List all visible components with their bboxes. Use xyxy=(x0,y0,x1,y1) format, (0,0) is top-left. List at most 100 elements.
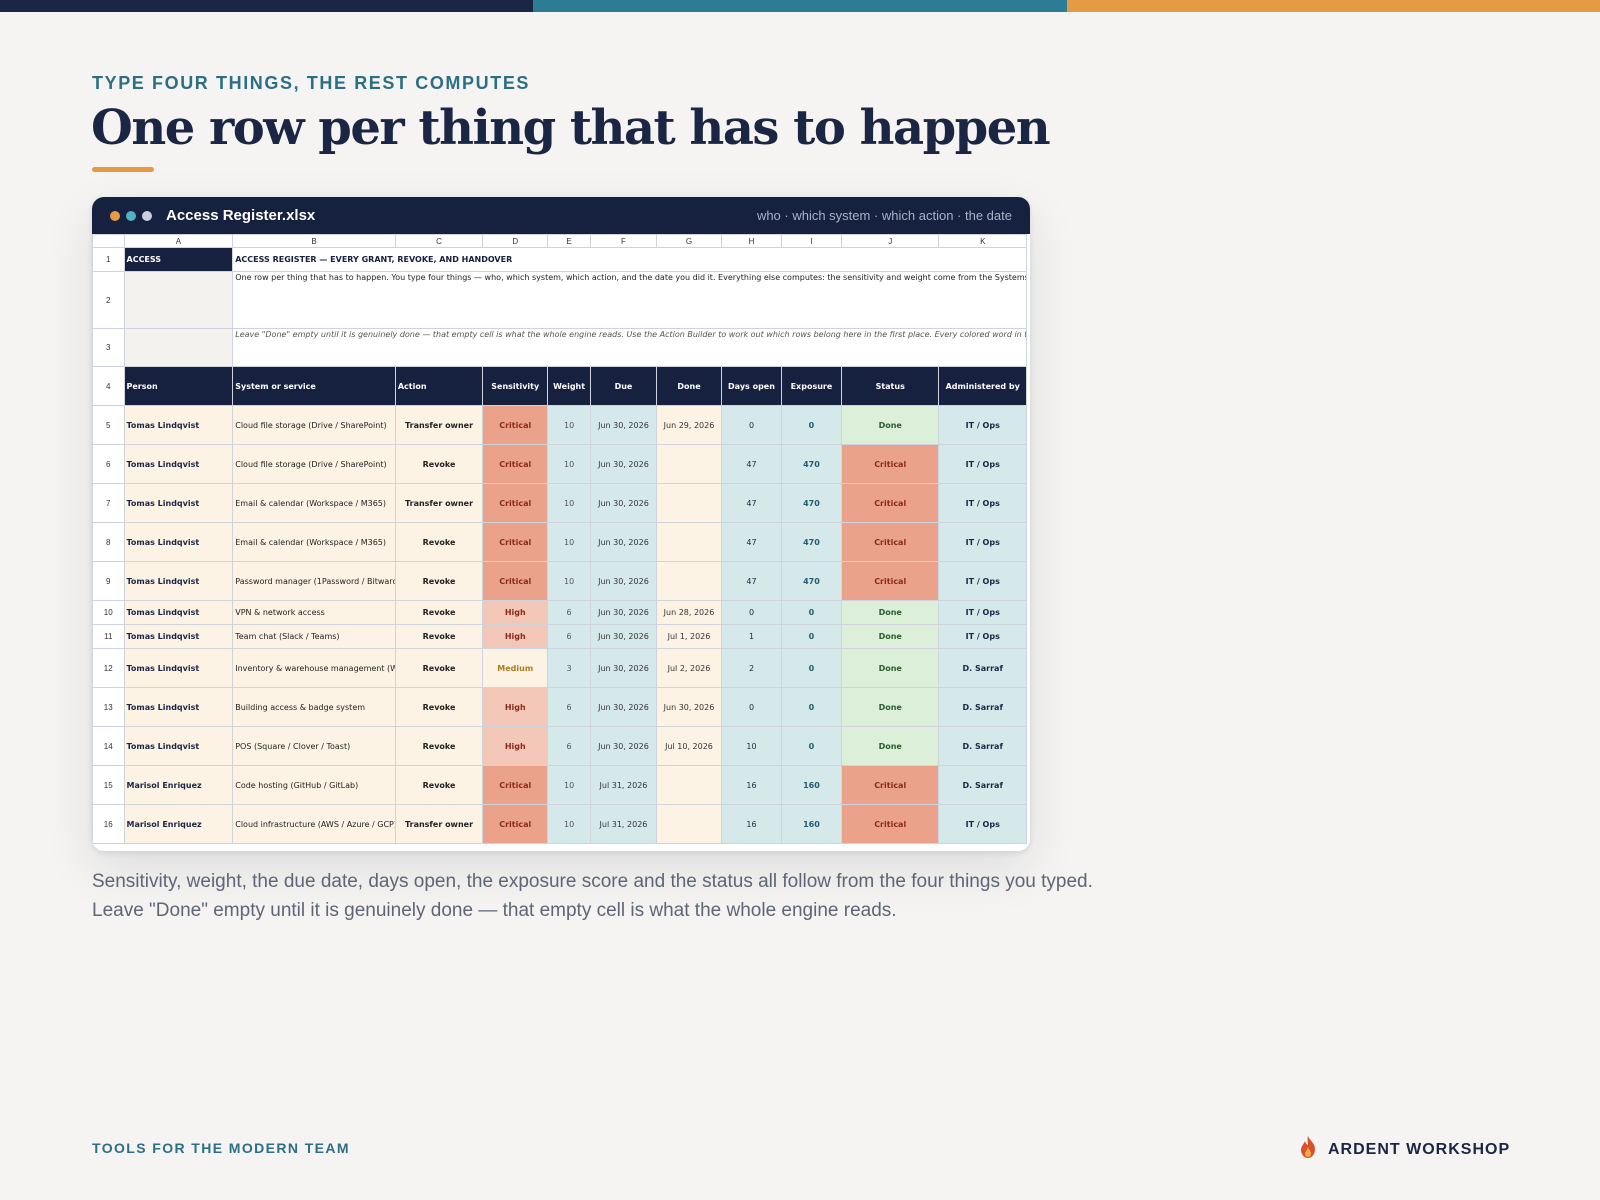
cell-done[interactable]: Jun 28, 2026 xyxy=(655,600,723,625)
header-due[interactable]: Due xyxy=(589,366,657,406)
cell-system[interactable]: Email & calendar (Workspace / M365) xyxy=(232,483,396,523)
header-action[interactable]: Action xyxy=(394,366,484,406)
empty-cell[interactable] xyxy=(123,271,234,329)
row-number[interactable]: 16 xyxy=(92,804,125,844)
cell-days-open[interactable]: 47 xyxy=(721,483,782,523)
cell-status[interactable]: Done xyxy=(840,600,940,625)
cell-days-open[interactable]: 16 xyxy=(721,765,782,805)
cell-due[interactable]: Jul 31, 2026 xyxy=(589,765,657,805)
row-number[interactable]: 1 xyxy=(92,247,125,272)
cell-exposure[interactable]: 160 xyxy=(780,804,842,844)
cell-administered-by[interactable]: IT / Ops xyxy=(938,804,1027,844)
cell-status[interactable]: Critical xyxy=(840,804,940,844)
cell-action[interactable]: Revoke xyxy=(394,522,484,562)
cell-exposure[interactable]: 160 xyxy=(780,765,842,805)
cell-administered-by[interactable]: IT / Ops xyxy=(938,444,1027,484)
row-number[interactable]: 6 xyxy=(92,444,125,484)
row-number[interactable]: 15 xyxy=(92,765,125,805)
cell-due[interactable]: Jun 30, 2026 xyxy=(589,648,657,688)
cell-days-open[interactable]: 47 xyxy=(721,522,782,562)
cell-status[interactable]: Done xyxy=(840,405,940,445)
cell-status[interactable]: Done xyxy=(840,687,940,727)
access-label-cell[interactable]: ACCESS xyxy=(123,247,234,272)
cell-due[interactable]: Jun 30, 2026 xyxy=(589,687,657,727)
header-system[interactable]: System or service xyxy=(232,366,396,406)
cell-sensitivity[interactable]: High xyxy=(482,726,549,766)
cell-action[interactable]: Revoke xyxy=(394,648,484,688)
cell-exposure[interactable]: 0 xyxy=(780,648,842,688)
cell-done[interactable] xyxy=(655,483,723,523)
cell-action[interactable]: Revoke xyxy=(394,600,484,625)
cell-system[interactable]: Building access & badge system xyxy=(232,687,396,727)
cell-days-open[interactable]: 2 xyxy=(721,648,782,688)
cell-action[interactable]: Revoke xyxy=(394,444,484,484)
note-cell[interactable]: Leave "Done" empty until it is genuinely… xyxy=(232,328,1027,367)
row-number[interactable]: 10 xyxy=(92,600,125,625)
cell-days-open[interactable]: 0 xyxy=(721,600,782,625)
row-number[interactable]: 9 xyxy=(92,561,125,601)
cell-done[interactable] xyxy=(655,765,723,805)
cell-action[interactable]: Revoke xyxy=(394,726,484,766)
cell-administered-by[interactable]: D. Sarraf xyxy=(938,648,1027,688)
cell-exposure[interactable]: 0 xyxy=(780,405,842,445)
cell-weight[interactable]: 10 xyxy=(547,405,591,445)
cell-status[interactable]: Critical xyxy=(840,561,940,601)
cell-system[interactable]: Email & calendar (Workspace / M365) xyxy=(232,522,396,562)
cell-sensitivity[interactable]: Critical xyxy=(482,522,549,562)
cell-days-open[interactable]: 1 xyxy=(721,624,782,649)
cell-person[interactable]: Tomas Lindqvist xyxy=(123,444,234,484)
cell-due[interactable]: Jun 30, 2026 xyxy=(589,483,657,523)
cell-person[interactable]: Tomas Lindqvist xyxy=(123,522,234,562)
cell-system[interactable]: Cloud infrastructure (AWS / Azure / GCP) xyxy=(232,804,396,844)
corner-cell[interactable] xyxy=(92,234,125,248)
column-header[interactable]: J xyxy=(840,234,940,248)
cell-person[interactable]: Tomas Lindqvist xyxy=(123,624,234,649)
cell-sensitivity[interactable]: Critical xyxy=(482,765,549,805)
cell-person[interactable]: Tomas Lindqvist xyxy=(123,483,234,523)
cell-done[interactable]: Jul 10, 2026 xyxy=(655,726,723,766)
cell-done[interactable]: Jun 30, 2026 xyxy=(655,687,723,727)
cell-exposure[interactable]: 0 xyxy=(780,726,842,766)
cell-exposure[interactable]: 470 xyxy=(780,444,842,484)
cell-system[interactable]: POS (Square / Clover / Toast) xyxy=(232,726,396,766)
cell-days-open[interactable]: 0 xyxy=(721,405,782,445)
cell-due[interactable]: Jun 30, 2026 xyxy=(589,624,657,649)
window-dot-grey[interactable] xyxy=(142,210,152,221)
cell-person[interactable]: Tomas Lindqvist xyxy=(123,405,234,445)
cell-status[interactable]: Done xyxy=(840,624,940,649)
cell-sensitivity[interactable]: High xyxy=(482,687,549,727)
row-number[interactable]: 3 xyxy=(92,328,125,367)
cell-sensitivity[interactable]: Critical xyxy=(482,804,549,844)
cell-exposure[interactable]: 0 xyxy=(780,624,842,649)
cell-person[interactable]: Tomas Lindqvist xyxy=(123,600,234,625)
header-days-open[interactable]: Days open xyxy=(721,366,782,406)
header-weight[interactable]: Weight xyxy=(547,366,591,406)
cell-done[interactable] xyxy=(655,804,723,844)
header-administered-by[interactable]: Administered by xyxy=(938,366,1027,406)
cell-weight[interactable]: 3 xyxy=(547,648,591,688)
column-header[interactable]: I xyxy=(780,234,842,248)
cell-weight[interactable]: 6 xyxy=(547,624,591,649)
cell-system[interactable]: Code hosting (GitHub / GitLab) xyxy=(232,765,396,805)
cell-exposure[interactable]: 0 xyxy=(780,687,842,727)
cell-exposure[interactable]: 470 xyxy=(780,522,842,562)
cell-person[interactable]: Tomas Lindqvist xyxy=(123,648,234,688)
cell-weight[interactable]: 10 xyxy=(547,561,591,601)
description-cell[interactable]: One row per thing that has to happen. Yo… xyxy=(232,271,1027,329)
cell-exposure[interactable]: 0 xyxy=(780,600,842,625)
cell-exposure[interactable]: 470 xyxy=(780,561,842,601)
cell-system[interactable]: Cloud file storage (Drive / SharePoint) xyxy=(232,405,396,445)
cell-administered-by[interactable]: IT / Ops xyxy=(938,483,1027,523)
cell-administered-by[interactable]: IT / Ops xyxy=(938,624,1027,649)
cell-weight[interactable]: 6 xyxy=(547,687,591,727)
cell-sensitivity[interactable]: Critical xyxy=(482,483,549,523)
cell-due[interactable]: Jun 30, 2026 xyxy=(589,726,657,766)
cell-due[interactable]: Jul 31, 2026 xyxy=(589,804,657,844)
cell-due[interactable]: Jun 30, 2026 xyxy=(589,522,657,562)
header-person[interactable]: Person xyxy=(123,366,234,406)
column-header[interactable]: E xyxy=(547,234,591,248)
cell-due[interactable]: Jun 30, 2026 xyxy=(589,444,657,484)
cell-action[interactable]: Transfer owner xyxy=(394,804,484,844)
cell-action[interactable]: Revoke xyxy=(394,765,484,805)
cell-weight[interactable]: 10 xyxy=(547,522,591,562)
